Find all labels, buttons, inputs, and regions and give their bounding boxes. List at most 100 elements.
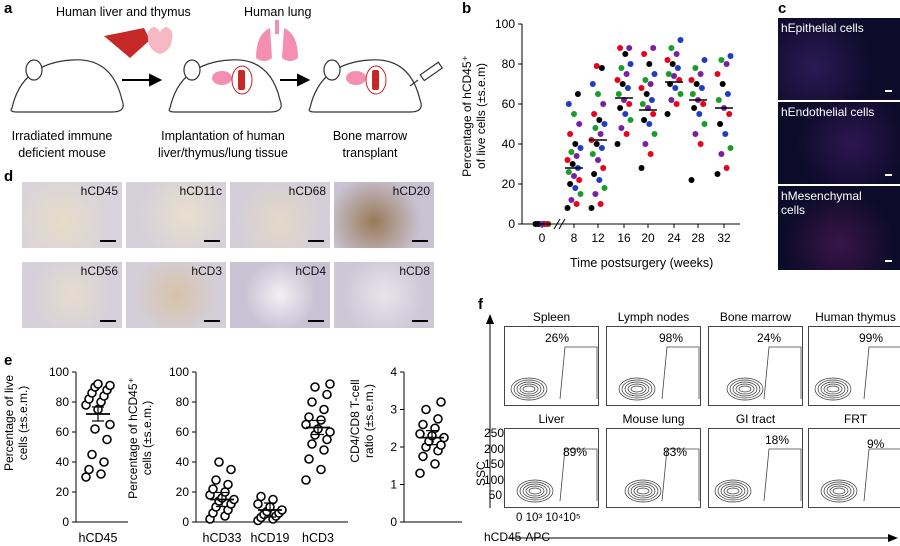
y-tick-label: 100 — [169, 365, 189, 379]
flow-density — [618, 346, 700, 401]
flow-contour — [823, 481, 855, 501]
y-tick-label: 0 — [508, 217, 515, 231]
flow-contour — [820, 479, 858, 503]
syringe-icon — [409, 61, 444, 87]
x-tick-label: 12 — [591, 231, 605, 245]
ihc-label: hCD3 — [191, 264, 222, 278]
data-point — [647, 151, 654, 157]
data-point — [689, 91, 696, 97]
ihc-hcd20: hCD20 — [334, 182, 434, 248]
data-point — [601, 185, 608, 191]
flow-contour — [826, 483, 852, 499]
data-point — [669, 61, 676, 67]
data-point — [719, 81, 726, 87]
data-point — [671, 73, 677, 79]
flow-gate — [559, 448, 598, 502]
y-tick-label: 40 — [502, 137, 516, 151]
y-tick-label: 40 — [176, 455, 190, 469]
flow-plot-liver: 89% — [504, 428, 599, 508]
flow-ytick: 50 — [488, 488, 502, 502]
data-point — [642, 77, 649, 83]
flow-contour — [513, 379, 545, 399]
flow-contour — [717, 481, 749, 501]
y-tick-label: 100 — [49, 365, 69, 379]
ihc-hcd45: hCD45 — [22, 182, 122, 248]
data-point — [102, 434, 112, 445]
data-point — [307, 397, 317, 407]
flow-title-human-thymus: Human thymus — [815, 310, 896, 324]
data-point — [325, 427, 335, 437]
scale-bar — [308, 240, 324, 242]
data-point — [226, 464, 236, 475]
data-point — [668, 97, 675, 103]
data-point — [600, 165, 607, 171]
data-point — [208, 484, 218, 494]
data-point — [643, 91, 650, 97]
flow-density — [624, 448, 700, 503]
data-point — [569, 161, 576, 167]
x-tick-label: 28 — [691, 231, 705, 245]
data-point — [697, 141, 704, 147]
data-point — [617, 45, 624, 51]
data-point — [715, 97, 722, 103]
flow-ytick: 250 — [484, 426, 505, 440]
y-tick-label: 80 — [56, 395, 70, 409]
data-point — [619, 81, 626, 87]
data-point — [568, 197, 575, 203]
flow-contour — [624, 381, 650, 397]
fluor-endothelial-label: hEndothelial cells — [781, 105, 875, 119]
data-point — [622, 111, 629, 117]
ihc-hcd4: hCD4 — [230, 262, 330, 328]
x-tick-label: 8 — [571, 231, 578, 245]
data-point — [589, 151, 596, 157]
data-point — [641, 51, 648, 57]
data-point — [595, 91, 601, 97]
y-tick-label: 40 — [56, 455, 70, 469]
data-point — [614, 141, 621, 147]
data-point — [576, 121, 583, 127]
flow-contour — [720, 483, 746, 499]
flow-percent: 99% — [859, 331, 884, 345]
flow-contour — [516, 479, 554, 503]
data-point — [592, 191, 599, 197]
x-tick-label: 24 — [667, 231, 681, 245]
step3-caption: Bone marrow transplant — [320, 128, 420, 162]
data-point — [576, 177, 583, 183]
human-lung-label: Human lung — [244, 5, 312, 19]
ihc-label: hCD68 — [288, 184, 326, 198]
flow-contour — [829, 485, 849, 497]
data-point — [592, 125, 599, 131]
data-point — [418, 451, 428, 462]
data-point — [627, 117, 634, 123]
data-point — [436, 397, 446, 407]
panel-e1-ylabel: Percentage of live cells (±s.e.m.) — [2, 368, 30, 478]
data-point — [430, 459, 440, 469]
data-point — [668, 45, 675, 51]
data-point — [614, 77, 621, 83]
data-point — [601, 121, 608, 127]
flow-contour — [633, 485, 653, 497]
step1-line1: Irradiated immune — [11, 129, 113, 143]
data-point — [718, 151, 725, 157]
flow-axes — [486, 314, 898, 542]
data-point — [588, 205, 595, 211]
flow-contour — [519, 481, 551, 501]
data-point — [646, 121, 653, 127]
flow-contour — [624, 479, 662, 503]
data-point — [617, 105, 624, 111]
flow-percent: 83% — [663, 445, 688, 459]
flow-gate — [661, 346, 700, 400]
flow-plot-gi-tract: 18% — [708, 428, 803, 508]
step1-line2: deficient mouse — [18, 146, 106, 160]
data-point — [415, 468, 425, 479]
data-point — [596, 117, 603, 123]
data-point — [664, 111, 671, 117]
implant-liver — [212, 71, 232, 85]
step2-line2: liver/thymus/lung tissue — [158, 146, 288, 160]
data-point — [615, 91, 622, 97]
flow-title-spleen: Spleen — [532, 310, 571, 324]
data-point — [99, 457, 109, 467]
data-point — [591, 111, 598, 117]
lung-icon — [256, 28, 298, 61]
implant-lung — [238, 70, 245, 90]
